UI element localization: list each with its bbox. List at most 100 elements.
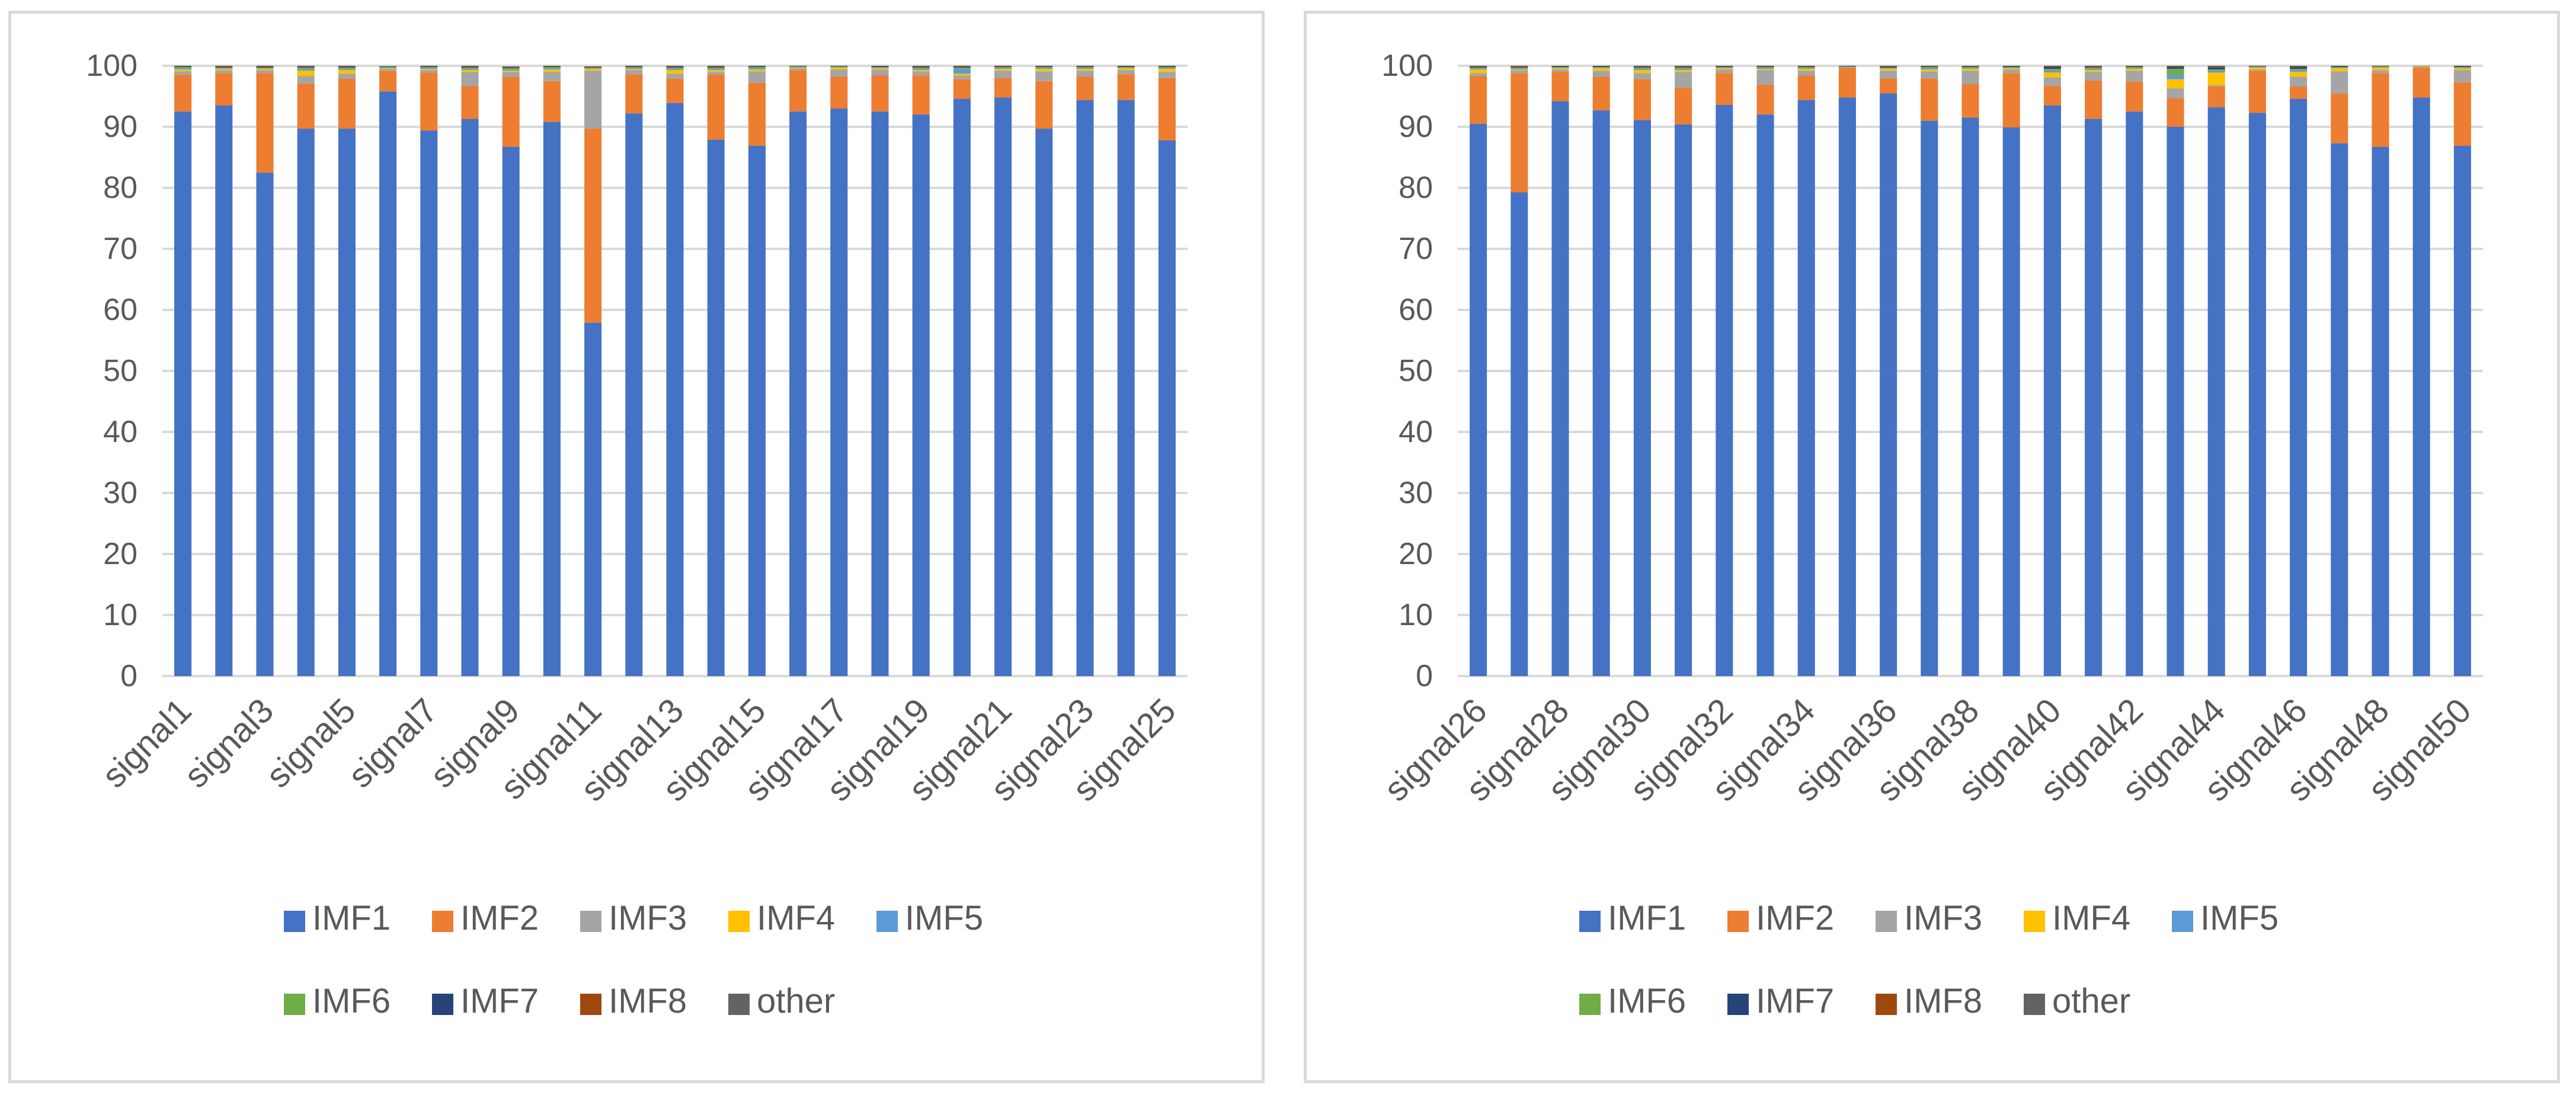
bar-segment [994, 66, 1012, 68]
legend-swatch [580, 911, 601, 932]
chart-panel-left: 0 10 20 30 40 50 60 70 80 90 100 signal1 signal3 sign… [8, 11, 1265, 1083]
bar-segment [1158, 66, 1176, 68]
bar-segment [2085, 66, 2103, 68]
bar-segment [584, 66, 602, 68]
bar-segment [1756, 66, 1774, 67]
bar-segment [1961, 84, 1979, 118]
bar-segment [871, 67, 889, 68]
legend-label: IMF6 [312, 982, 391, 1020]
bar-segment [379, 71, 397, 92]
bar-segment [502, 66, 520, 68]
bar-segment [1675, 67, 1692, 68]
bar-segment [420, 72, 438, 131]
bar-segment [912, 66, 930, 68]
bar-segment [502, 69, 520, 71]
bar-segment [2207, 85, 2225, 87]
legend-swatch [728, 994, 750, 1015]
y-tick-label: 100 [86, 49, 137, 83]
bar-segment [2412, 66, 2430, 68]
bar-segment [2126, 67, 2143, 69]
bar-segment [2207, 67, 2225, 68]
x-tick-label: signal7 [341, 691, 445, 795]
bar-segment [789, 66, 807, 67]
bar-segment [584, 68, 602, 69]
y-tick-label: 40 [103, 415, 137, 449]
bar-segment [215, 68, 233, 69]
y-tick-label: 50 [1399, 354, 1433, 388]
bar-segment [2207, 107, 2225, 677]
bar-segment [2002, 68, 2020, 70]
bar-segment [625, 69, 643, 71]
bar-segment [1756, 70, 1774, 85]
bar-segment [420, 70, 438, 73]
bar-segment [707, 72, 725, 75]
bar-segment [625, 113, 643, 677]
bar-segment [543, 66, 561, 68]
bar-segment [625, 66, 643, 67]
bar-segment [1551, 68, 1569, 70]
bar-segment [953, 67, 971, 68]
bar-segment [625, 66, 643, 68]
bar-segment [1961, 117, 1979, 677]
bar-segment [1592, 67, 1610, 68]
bar-segment [1035, 69, 1053, 72]
bar-segment [297, 66, 315, 68]
bar-segment [1035, 129, 1053, 677]
legend-swatch [2024, 911, 2045, 932]
bar-segment [338, 69, 356, 71]
bar-segment [994, 69, 1012, 71]
bar-segment [215, 73, 233, 105]
bar-segment [174, 66, 192, 67]
x-tick-label: signal5 [259, 691, 363, 795]
bar-segment [994, 71, 1012, 78]
bar-segment [707, 75, 725, 140]
bar-segment [1158, 69, 1176, 72]
y-tick-label: 30 [103, 476, 137, 510]
bar-segment [379, 66, 397, 67]
legend-label: IMF1 [312, 899, 391, 937]
legend-item: IMF2 [432, 899, 539, 937]
bar-segment [1675, 66, 1692, 68]
legend-swatch [1876, 911, 1897, 932]
bar-segment [338, 70, 356, 74]
bar-segment [1921, 69, 1938, 72]
bar-segment [2453, 145, 2471, 676]
bar-segment [543, 72, 561, 81]
bar-segment [707, 67, 725, 68]
bar-segment [1675, 124, 1692, 676]
bar-segment [1076, 76, 1094, 100]
y-tick-label: 0 [1416, 659, 1433, 693]
legend-item: IMF6 [284, 982, 391, 1020]
bar-segment [1076, 66, 1094, 68]
y-tick-label: 20 [103, 537, 137, 571]
bar-segment [461, 119, 479, 677]
bar-segment [2207, 72, 2225, 85]
bar-segment [1633, 66, 1651, 68]
bar-segment [2290, 70, 2308, 72]
bar-segment [1117, 67, 1135, 68]
bar-segment [297, 67, 315, 68]
bar-segment [1797, 100, 1815, 676]
bar-segment [994, 68, 1012, 69]
bar-segment [2002, 67, 2020, 68]
bar-segment [748, 68, 766, 70]
bar-segment [1076, 71, 1094, 77]
bar-segment [1675, 68, 1692, 69]
bar-segment [789, 70, 807, 112]
bar-segment [2331, 93, 2348, 143]
bar-segment [2043, 66, 2061, 68]
bar-segment [1592, 71, 1610, 77]
bar-segment [2043, 77, 2061, 86]
bars [1470, 66, 2471, 677]
bar-segment [2207, 66, 2225, 68]
y-tick-label: 20 [1399, 537, 1433, 571]
legend-item: IMF1 [1579, 899, 1686, 937]
bar-segment [2002, 66, 2020, 68]
bar-segment [2331, 67, 2348, 68]
legend-swatch [2172, 911, 2193, 932]
bar-segment [2167, 75, 2184, 79]
y-tick-label: 60 [1399, 293, 1433, 327]
bar-segment [748, 71, 766, 83]
legend-item: IMF3 [580, 899, 687, 937]
bar-segment [297, 76, 315, 84]
